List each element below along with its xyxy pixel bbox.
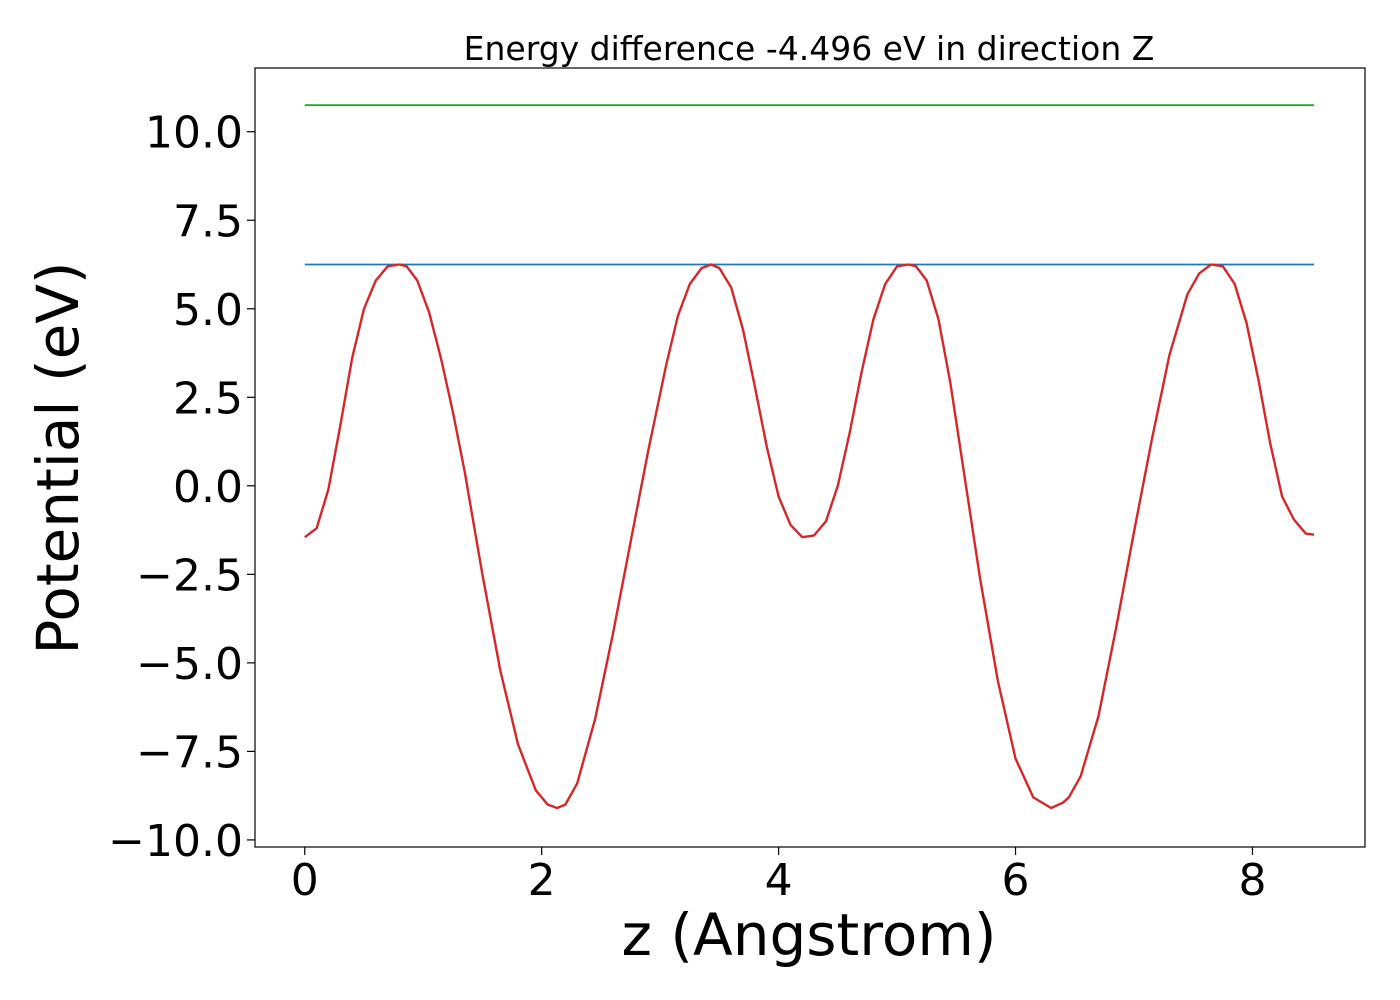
x-tick-label: 8 — [1238, 855, 1266, 906]
plot-frame — [254, 67, 1366, 848]
x-axis: 0 2 4 6 8 — [291, 847, 1266, 906]
series-layer — [304, 104, 1315, 810]
x-tick-label: 0 — [291, 855, 319, 906]
y-tick-label: −2.5 — [136, 550, 243, 601]
y-axis-label: Potential (eV) — [24, 261, 92, 654]
y-tick-label: 7.5 — [173, 196, 243, 247]
y-tick-label: 0.0 — [173, 462, 243, 513]
series-line-3 — [304, 263, 1315, 810]
y-tick-label: −10.0 — [108, 816, 243, 867]
x-axis-label: z (Angstrom) — [622, 901, 997, 969]
x-tick-label: 2 — [528, 855, 556, 906]
y-axis: −10.0 −7.5 −5.0 −2.5 0.0 2.5 5.0 7.5 10.0 — [108, 108, 255, 867]
y-tick-label: 2.5 — [173, 373, 243, 424]
x-tick-label: 6 — [1002, 855, 1030, 906]
y-tick-label: 5.0 — [173, 285, 243, 336]
chart-title: Energy difference -4.496 eV in direction… — [464, 29, 1155, 68]
y-tick-label: 10.0 — [145, 108, 243, 159]
x-tick-label: 4 — [765, 855, 793, 906]
y-tick-label: −7.5 — [136, 727, 243, 778]
y-tick-label: −5.0 — [136, 639, 243, 690]
